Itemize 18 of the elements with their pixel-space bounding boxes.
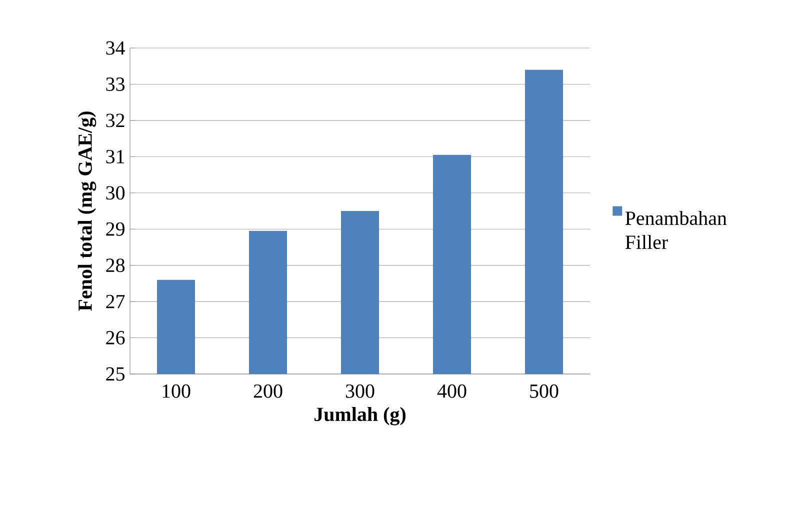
x-tick-label: 100 — [162, 384, 190, 398]
y-tick-label: 28 — [106, 258, 125, 272]
y-tick-label: 33 — [106, 78, 125, 91]
x-tick-label: 200 — [254, 384, 282, 398]
y-tick-label: 29 — [106, 222, 124, 236]
x-axis-title: Jumlah (g) — [314, 407, 406, 426]
y-tick-label: 32 — [106, 114, 124, 128]
y-tick-label: 30 — [106, 186, 125, 200]
y-tick-label: 34 — [106, 41, 125, 55]
y-tick-label: 31 — [106, 150, 124, 164]
x-tick-label: 500 — [530, 384, 558, 398]
y-tick-label: 27 — [106, 294, 125, 308]
legend-label: Penambahan Filler — [625, 210, 727, 250]
y-tick-label: 26 — [106, 331, 125, 344]
x-tick-label: 300 — [346, 384, 374, 398]
y-tick-label: 25 — [106, 367, 125, 381]
y-axis-title: Fenol total (mg GAE/g) — [78, 112, 96, 311]
x-tick-label: 400 — [437, 384, 466, 398]
